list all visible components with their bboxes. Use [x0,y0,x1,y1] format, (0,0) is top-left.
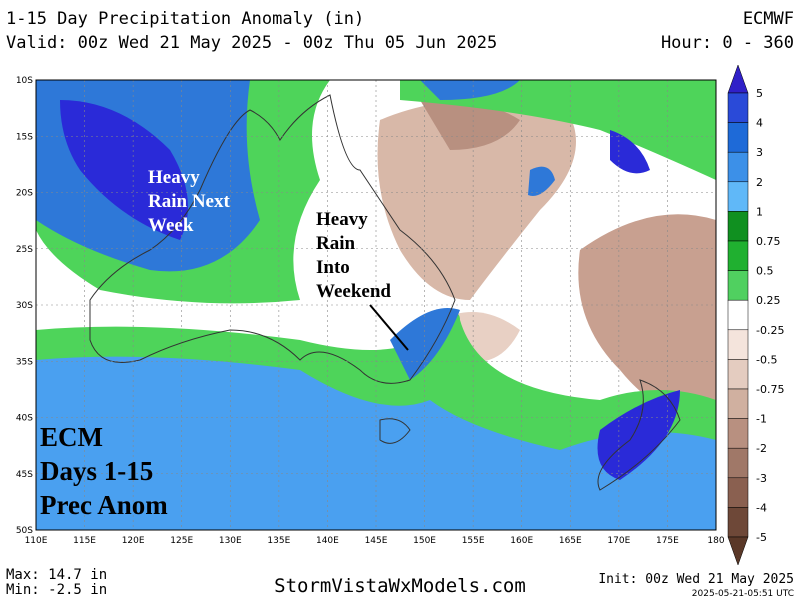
lon-label: 140E [316,536,339,546]
colorbar-box [727,477,749,508]
annotation-arrow [369,304,409,351]
lon-label: 115E [73,536,96,546]
lon-label: 155E [462,536,485,546]
hour-range: Hour: 0 - 360 [661,33,794,53]
colorbar-box [727,299,749,331]
annotation: Rain [316,233,356,254]
lon-label: 130E [219,536,242,546]
colorbar-label: -0.25 [756,324,784,337]
colorbar-box [727,240,749,271]
annotation: Heavy [148,167,200,188]
lon-label: 120E [122,536,145,546]
lon-label: 160E [510,536,533,546]
lon-label: 165E [559,536,582,546]
colorbar-box [727,92,749,123]
title: 1-15 Day Precipitation Anomaly (in) [6,9,364,29]
colorbar-box [727,181,749,212]
colorbar-label: -0.5 [756,353,777,366]
lat-label: 30S [16,301,33,311]
lat-label: 20S [16,189,33,199]
lat-label: 45S [16,470,33,480]
colorbar-label: 0.75 [756,235,781,248]
max: Max: 14.7 in [6,567,107,583]
colorbar-box [727,329,749,360]
lon-label: 150E [413,536,436,546]
colorbar-label: 3 [756,146,763,159]
colorbar-label: 4 [756,117,763,130]
colorbar-label: -1 [756,413,767,426]
colorbar-box [727,359,749,390]
lat-label: 10S [16,76,33,86]
colorbar-bottom [727,536,749,566]
colorbar-label: -2 [756,442,767,455]
overlay-label: Prec Anom [40,490,168,520]
colorbar-box [727,211,749,242]
annotation: Weekend [316,281,391,302]
lat-label: 35S [16,357,33,367]
colorbar-box [727,151,749,183]
annotation: Heavy [316,209,368,230]
colorbar-box [727,507,749,538]
lon-label: 135E [267,536,290,546]
init: Init: 00z Wed 21 May 2025 [598,572,794,587]
colorbar-box [727,270,749,301]
colorbar-box [727,418,749,449]
lat-label: 25S [16,245,33,255]
lon-label: 170E [607,536,630,546]
lon-label: 175E [656,536,679,546]
annotation: Week [148,215,194,236]
colorbar-top [727,64,749,94]
lon-label: 145E [365,536,388,546]
colorbar-label: 1 [756,205,763,218]
colorbar-label: -3 [756,472,767,485]
colorbar-label: 0.5 [756,265,774,278]
colorbar-label: 2 [756,176,763,189]
model: ECMWF [743,9,794,29]
lat-label: 15S [16,132,33,142]
overlay-label: Days 1-15 [40,456,153,486]
colorbar-box [727,447,749,479]
min: Min: -2.5 in [6,582,107,598]
colorbar-label: 5 [756,87,763,100]
colorbar-label: -4 [756,501,767,514]
annotation: Rain Next [148,191,230,212]
colorbar-box [727,388,749,419]
valid-range: Valid: 00z Wed 21 May 2025 - 00z Thu 05 … [6,33,497,53]
colorbar-label: 0.25 [756,294,781,307]
colorbar-label: -0.75 [756,383,784,396]
timestamp: 2025-05-21-05:51 UTC [692,589,794,599]
lon-label: 110E [25,536,48,546]
colorbar-label: -5 [756,531,767,544]
lat-label: 50S [16,526,33,536]
annotation: Into [316,257,350,278]
overlay-label: ECM [40,422,103,452]
lon-label: 125E [170,536,193,546]
site: StormVistaWxModels.com [274,575,526,597]
lon-label: 180 [707,536,724,546]
colorbar-box [727,122,749,153]
map [35,79,717,531]
lat-label: 40S [16,414,33,424]
